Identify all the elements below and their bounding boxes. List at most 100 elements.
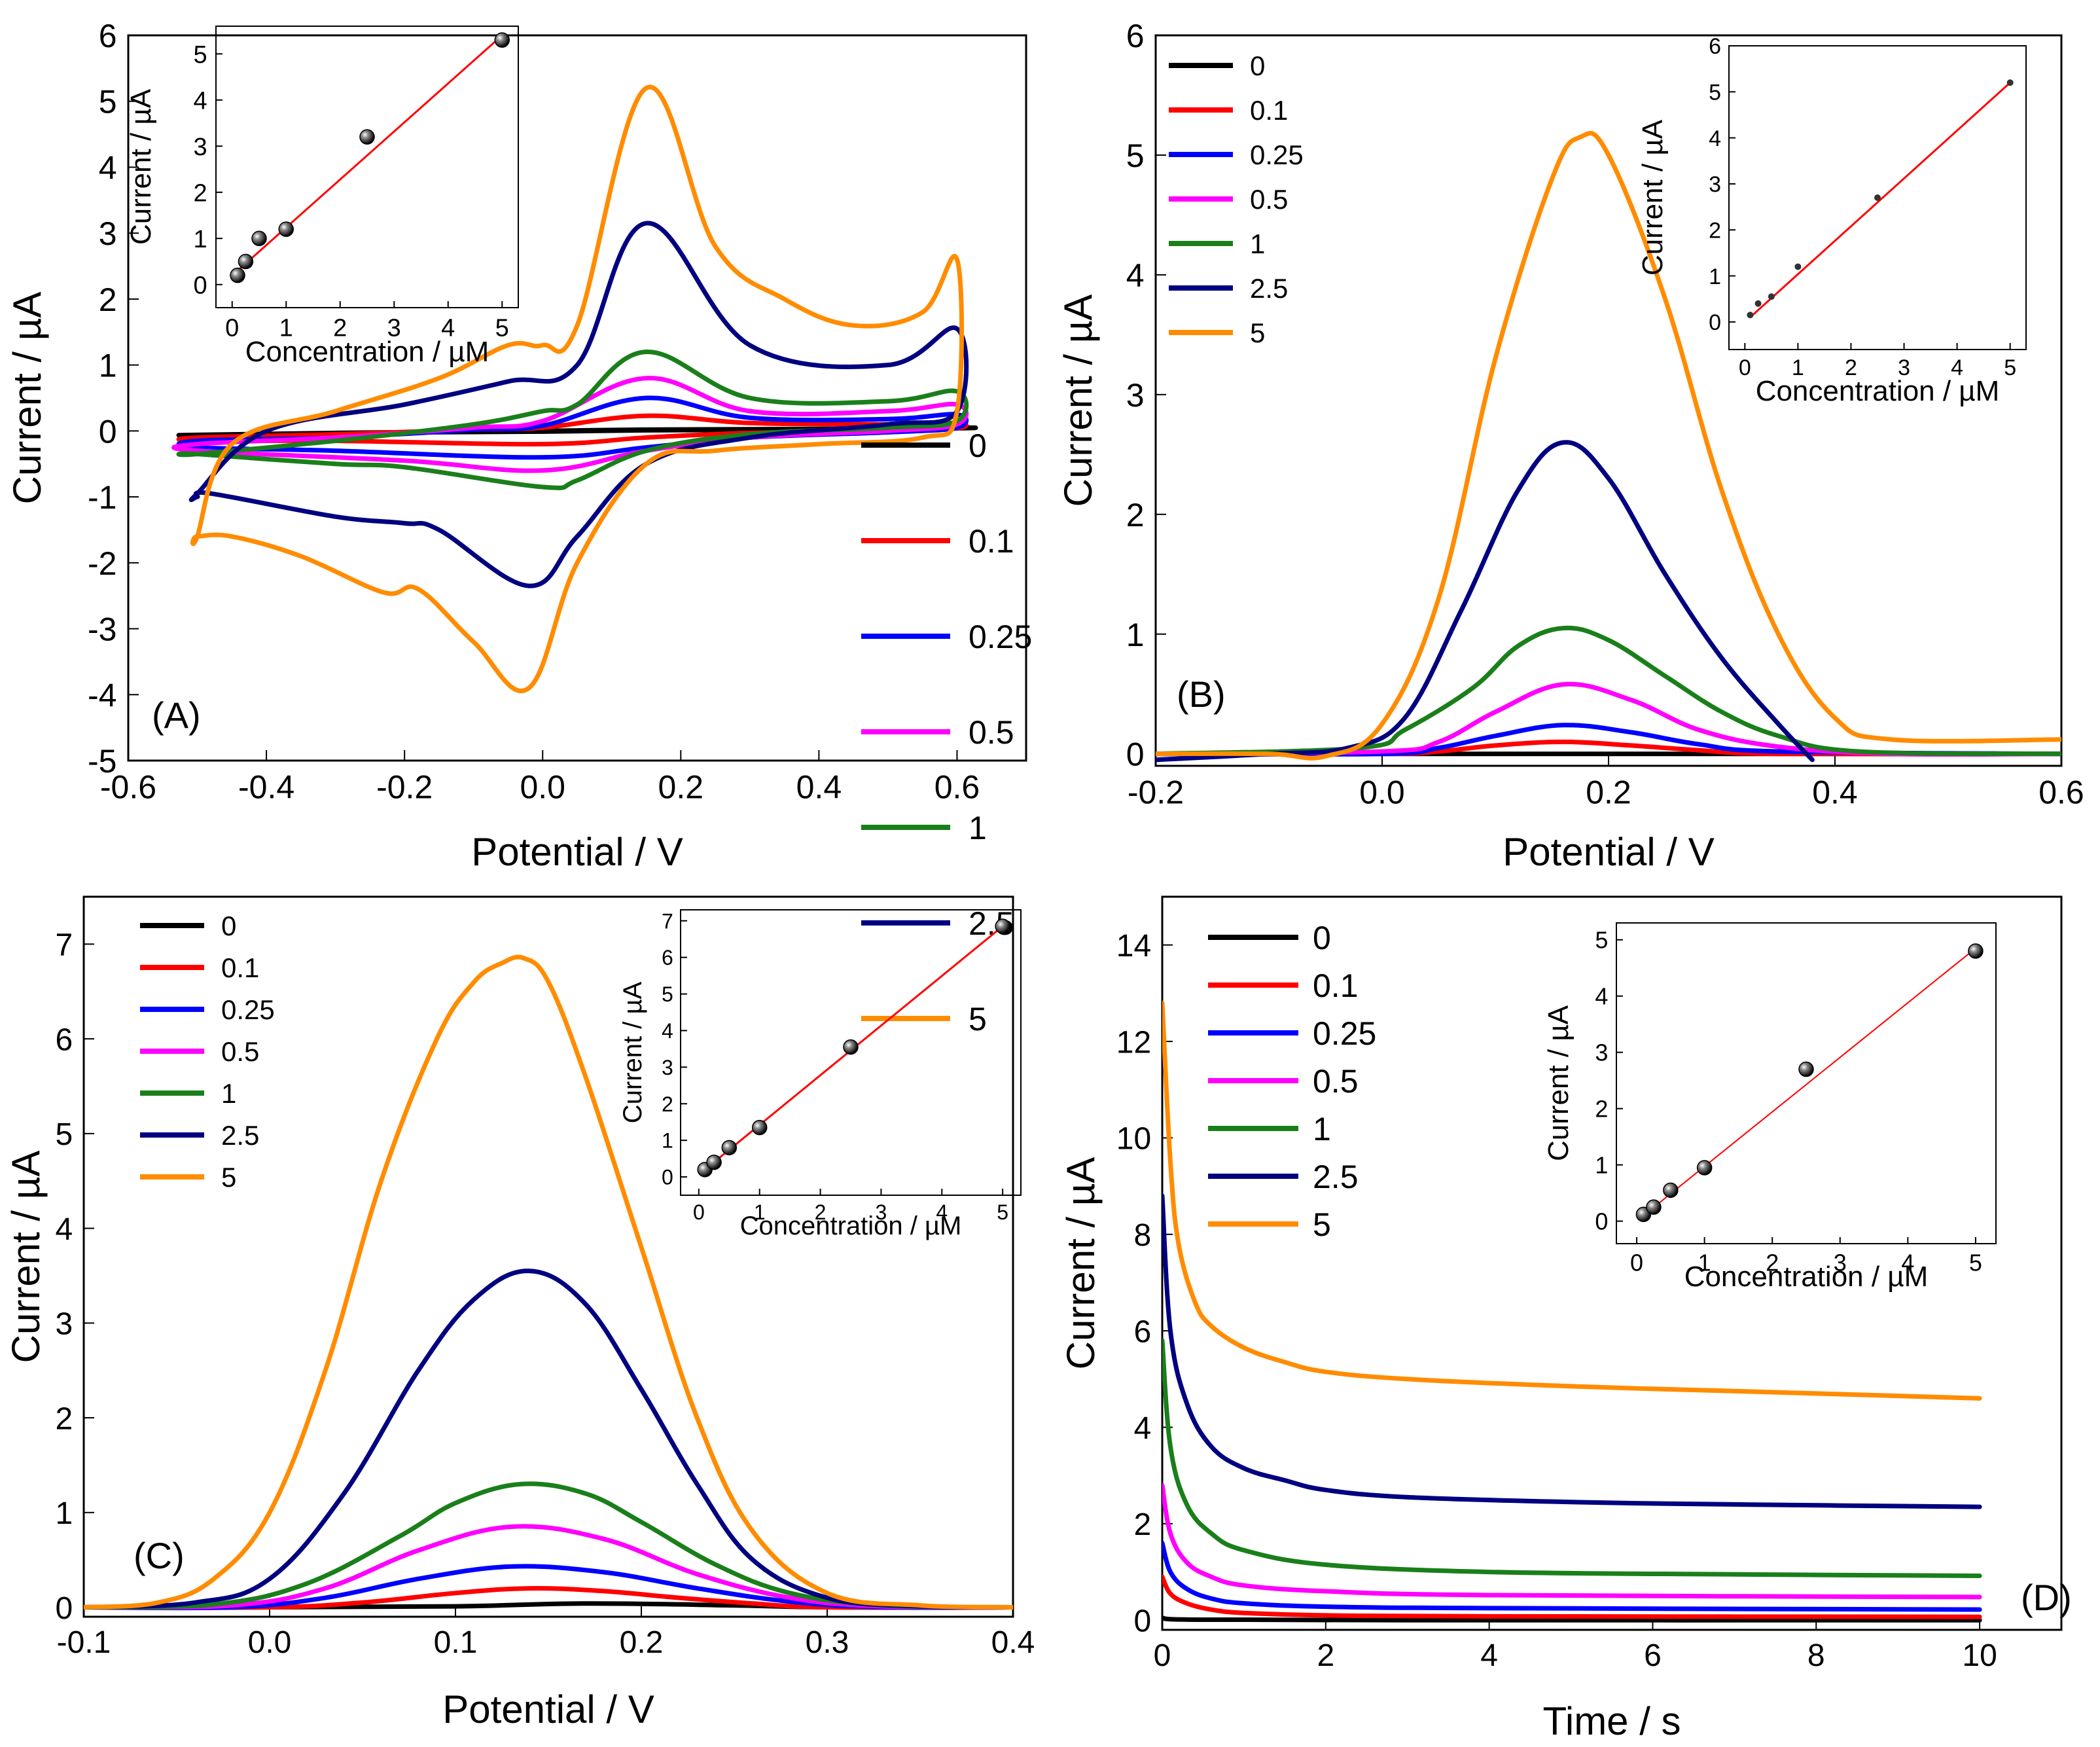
panel-b: -0.2 0.0 0.2 0.4 0.6 0 1 2 3 4 5 6 Potential / V Curr… [1056,18,2084,874]
inset-y-tick-label: 6 [662,946,673,969]
inset-data-point [1754,300,1762,307]
inset-data-point [2006,79,2014,86]
x-tick-label: 4 [1480,1638,1498,1673]
legend-label-1: 1 [221,1078,236,1109]
x-tick-label: -0.6 [100,769,156,806]
inset-plot-frame [680,909,1022,1196]
inset-y-axis-title: Current / µA [125,88,157,245]
inset-data-point [1663,1182,1679,1198]
inset-fit-line [237,34,503,272]
inset-x-tick-label: 3 [387,315,401,342]
x-axis-title: Potential / V [1503,830,1715,874]
inset-x-tick-label: 5 [495,315,509,342]
y-tick-label: 4 [1133,1411,1151,1446]
legend-label-2p5: 2.5 [1250,273,1288,304]
y-tick-label: 3 [1126,377,1145,414]
x-tick-label: 0.3 [806,1625,849,1660]
panel-a: -0.6 -0.4 -0.2 0.0 0.2 0.4 0.6 -5 -4 -3 -2 -1 0 1 2 3 4 5… [5,18,1032,1037]
inset-plot-frame [1728,45,2027,350]
panel-label: (A) [152,694,201,736]
x-axis-title: Potential / V [471,830,683,874]
inset-data-point [238,253,254,270]
inset-x-tick-label: 2 [1845,355,1857,380]
y-tick-label: 2 [99,281,117,318]
x-tick-label: 0.6 [934,769,980,806]
series-line-2p5 [84,1269,1013,1610]
inset-data-point [359,129,375,145]
y-tick-label: 2 [1133,1507,1151,1542]
series-group [1156,131,2061,763]
y-tick-label: 4 [55,1212,73,1247]
y-tick-label: 7 [55,928,73,963]
x-tick-label: 6 [1644,1638,1662,1673]
inset-x-tick-label: 1 [279,315,293,342]
y-tick-label: 5 [1126,137,1145,174]
y-tick-label: 14 [1116,929,1151,964]
x-tick-label: 8 [1807,1638,1825,1673]
series-line-0p1 [84,1586,1013,1610]
legend-label-0p1: 0.1 [1250,95,1288,126]
x-tick-label: 0.0 [520,769,565,806]
series-line-0p25 [1162,1540,1982,1612]
inset-y-tick-label: 3 [1709,172,1721,197]
legend-label-1: 1 [1250,228,1265,259]
inset-y-tick-label: 3 [1595,1039,1608,1066]
inset-y-tick-label: 3 [662,1056,673,1079]
series-group [84,954,1013,1611]
inset-y-axis-title: Current / µA [1637,119,1669,276]
y-tick-label: 10 [1116,1122,1151,1157]
x-axis-title: Potential / V [442,1687,654,1731]
legend-label-0: 0 [1250,50,1265,81]
inset-data-point [706,1154,722,1170]
y-tick-label: -4 [88,677,116,713]
panel-label: (B) [1177,674,1226,715]
y-tick-label: 0 [55,1591,73,1626]
series-line-5 [84,954,1013,1610]
legend-label-0p5: 0.5 [221,1036,259,1067]
inset-y-tick-label: 1 [1709,264,1721,289]
y-tick-label: 6 [99,18,117,54]
inset-x-tick-label: 4 [441,315,455,342]
series-line-0 [1162,1615,1982,1623]
y-tick-label: 2 [55,1401,73,1436]
x-tick-label: 0.6 [2038,774,2084,811]
inset-data-point [1768,293,1775,300]
y-tick-label: 2 [1126,497,1145,533]
inset-x-tick-label: 3 [1834,1249,1847,1276]
inset-y-tick-label: 7 [662,909,673,933]
legend-label-0p5: 0.5 [1313,1063,1359,1100]
legend-label-5: 5 [1250,317,1265,348]
inset-x-axis-title: Concentration / µM [1684,1261,1929,1293]
x-tick-label: 0.4 [991,1625,1035,1660]
inset-y-tick-label: 5 [194,41,207,69]
plot-frame [127,34,1027,762]
series-line-1 [84,1481,1013,1610]
y-tick-label: 3 [55,1307,73,1342]
inset-data-point [251,230,267,247]
inset-fit-line [1749,82,2011,318]
series-line-0p1 [1162,1574,1982,1619]
inset-data-point [1874,194,1881,201]
inset-x-axis-title: Concentration / µM [740,1212,962,1240]
x-tick-label: 0.2 [620,1625,664,1660]
series-line-2p5 [1156,440,1815,763]
series-line-2p5 [188,221,969,588]
inset-data-point [1747,312,1754,319]
inset-data-point [1794,263,1802,270]
inset-y-tick-label: 5 [1709,81,1721,105]
inset-y-tick-label: 2 [1595,1096,1608,1123]
x-tick-label: 0.2 [1586,774,1631,811]
series-line-5 [190,84,965,694]
x-tick-label: 0.4 [796,769,842,806]
legend-label-2p5: 2.5 [221,1120,259,1151]
x-tick-label: 0 [1154,1638,1171,1673]
legend-label-5: 5 [969,1001,987,1037]
x-tick-label: 0.0 [248,1625,292,1660]
y-tick-label: -3 [88,611,116,648]
x-tick-label: 0.2 [658,769,704,806]
inset-y-tick-label: 2 [194,179,207,207]
inset-data-point [1968,943,1984,959]
inset-data-point [1646,1199,1662,1215]
series-line-5 [1162,1000,1982,1401]
